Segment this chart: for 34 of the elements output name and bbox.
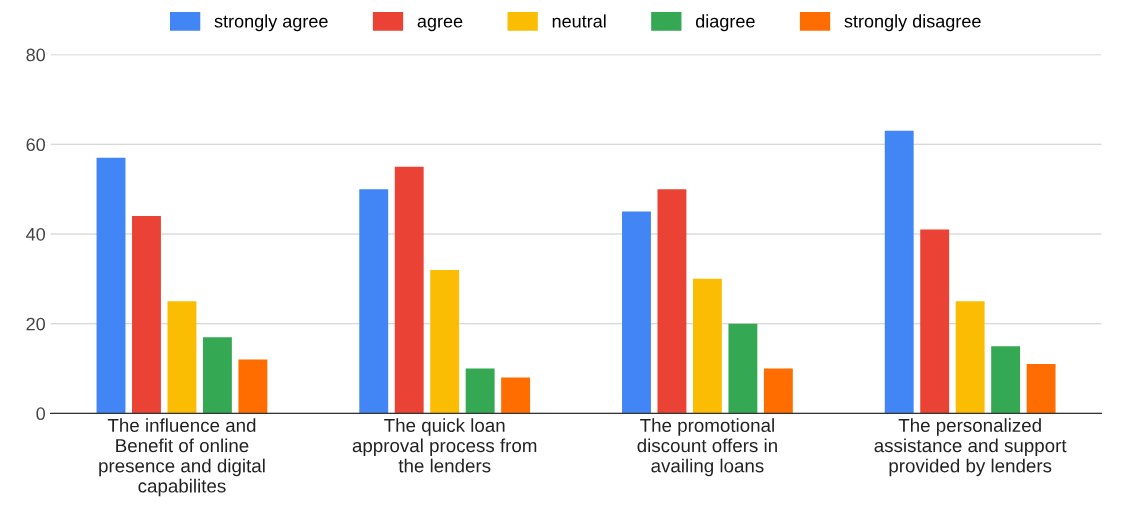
legend-label: agree bbox=[417, 17, 463, 32]
x-tick-label: The influence and Benefit of online presence and digital capabilites bbox=[99, 418, 265, 497]
y-tick-label: 80 bbox=[26, 48, 46, 62]
bar bbox=[238, 359, 268, 414]
y-tick-label: 40 bbox=[26, 227, 46, 241]
x-tick-label: The personalized assistance and support provided by lenders bbox=[874, 418, 1067, 477]
bar bbox=[622, 211, 651, 414]
y-tick-label: 20 bbox=[26, 317, 46, 331]
bar bbox=[96, 157, 126, 414]
bar bbox=[884, 130, 914, 414]
bar bbox=[430, 269, 460, 414]
legend-label: diagree bbox=[695, 14, 755, 32]
bar bbox=[657, 189, 687, 414]
bar bbox=[202, 337, 232, 414]
bar bbox=[167, 301, 197, 414]
bar bbox=[465, 368, 495, 414]
x-tick-label: The promotional discount offers in availing loans bbox=[637, 418, 777, 477]
legend-label: strongly disagree bbox=[844, 14, 981, 32]
y-tick-label: 60 bbox=[26, 138, 46, 152]
x-tick-label: The quick loan approval process from the lenders bbox=[352, 418, 537, 473]
bar bbox=[692, 278, 722, 414]
bar bbox=[763, 368, 793, 414]
bar bbox=[132, 216, 161, 414]
legend-label: neutral bbox=[552, 14, 606, 28]
bar bbox=[394, 166, 424, 414]
bar bbox=[501, 377, 531, 414]
legend-label: strongly agree bbox=[214, 14, 328, 32]
bar bbox=[920, 229, 950, 414]
bar bbox=[991, 346, 1021, 414]
bar bbox=[955, 301, 985, 414]
bar bbox=[1026, 364, 1056, 414]
bar bbox=[728, 323, 758, 414]
bar bbox=[359, 189, 389, 414]
y-tick-label: 0 bbox=[36, 407, 46, 421]
